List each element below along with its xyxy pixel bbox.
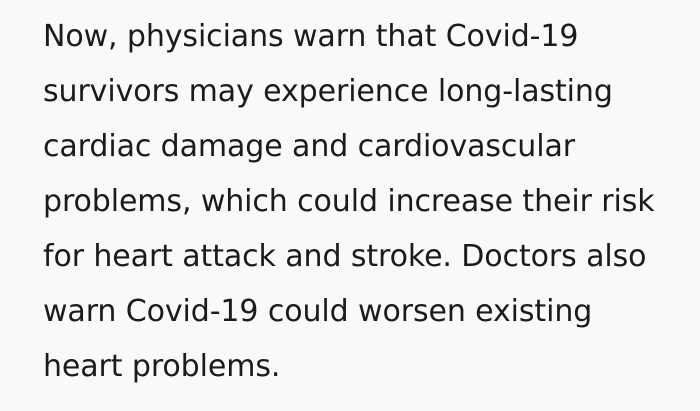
text-line: survivors may experience long-lasting: [43, 74, 613, 109]
text-line: problems, which could increase their ris…: [43, 184, 655, 219]
text-line: warn Covid-19 could worsen existing: [43, 294, 593, 329]
text-line: Now, physicians warn that Covid-19: [43, 19, 579, 54]
text-line: heart problems.: [43, 349, 281, 384]
text-line: for heart attack and stroke. Doctors als…: [43, 239, 647, 274]
text-line: cardiac damage and cardiovascular: [43, 129, 575, 164]
article-paragraph: Now, physicians warn that Covid-19 survi…: [43, 9, 680, 394]
